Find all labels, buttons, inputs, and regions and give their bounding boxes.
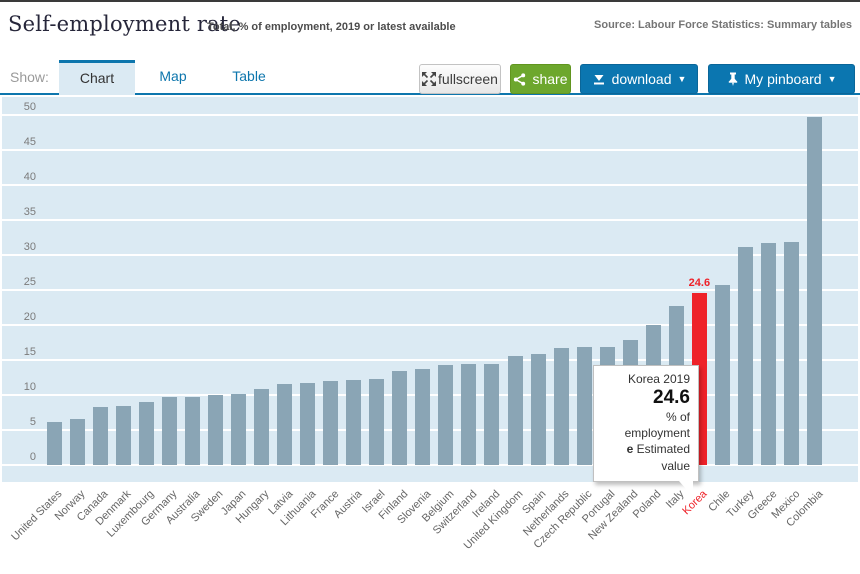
page-subtitle: Total, % of employment, 2019 or latest a… (207, 21, 456, 33)
bar-colombia[interactable] (807, 117, 823, 465)
y-axis-label-50: 50 (23, 101, 36, 114)
y-axis-label-10: 10 (23, 380, 36, 393)
bar-sweden[interactable] (207, 395, 223, 465)
y-axis-label-20: 20 (23, 310, 36, 323)
tooltip-flag-text: Estimated value (633, 442, 690, 473)
gridline-35 (2, 219, 858, 222)
tooltip-unit: % of employment (624, 410, 690, 440)
bar-spain[interactable] (530, 354, 546, 465)
source-text: Source: Labour Force Statistics: Summary… (594, 19, 852, 31)
share-button[interactable]: share (510, 64, 571, 94)
highlight-value-label: 24.6 (688, 276, 711, 289)
y-axis-label-35: 35 (23, 206, 36, 219)
gridline-30 (2, 254, 858, 256)
bar-denmark[interactable] (115, 405, 131, 465)
download-button[interactable]: download ▼ (580, 64, 698, 94)
show-label: Show: (10, 69, 49, 85)
bar-chart-plot-area: Korea 2019 24.6 % of employment e Estima… (2, 97, 858, 497)
bar-greece[interactable] (761, 243, 777, 465)
fullscreen-button[interactable]: fullscreen (419, 64, 501, 94)
bar-belgium[interactable] (438, 364, 454, 465)
bar-austria[interactable] (346, 380, 362, 465)
tab-chart[interactable]: Chart (59, 60, 135, 95)
tooltip: Korea 2019 24.6 % of employment e Estima… (593, 365, 699, 497)
gridline-45 (2, 149, 858, 152)
pin-icon (727, 72, 739, 86)
x-axis-labels: United States Norway Canada Denmark Luxembou… (2, 482, 858, 552)
page-title: Self-employment rate (8, 12, 242, 36)
gridline-40 (2, 184, 858, 187)
fullscreen-label: fullscreen (438, 71, 498, 87)
gridline-0 (2, 463, 858, 466)
bar-turkey[interactable] (738, 246, 753, 465)
y-axis-label-25: 25 (23, 275, 36, 288)
bar-luxembourg[interactable] (138, 402, 154, 465)
bar-united-kingdom[interactable] (507, 355, 523, 465)
toolbar-divider (0, 93, 860, 95)
download-label: download (611, 71, 672, 87)
y-axis-label-5: 5 (29, 415, 36, 428)
share-icon (513, 72, 526, 86)
y-axis-label-45: 45 (23, 136, 36, 149)
bar-france[interactable] (323, 380, 339, 465)
bar-israel[interactable] (369, 379, 385, 465)
toolbar: Show: Chart Map Table fullscreen share d… (0, 60, 860, 95)
bar-canada[interactable] (92, 407, 108, 465)
bar-norway[interactable] (69, 419, 85, 465)
bar-lithuania[interactable] (300, 382, 316, 465)
gridline-25 (2, 288, 858, 291)
bar-japan[interactable] (230, 394, 246, 465)
bar-czech-republic[interactable] (576, 346, 592, 465)
my-pinboard-button[interactable]: My pinboard ▼ (708, 64, 855, 94)
bar-australia[interactable] (184, 396, 200, 465)
gridline-50 (2, 114, 858, 117)
gridline-15 (2, 358, 858, 361)
share-label: share (532, 71, 568, 87)
oecd-chart-page: { "header": { "title": "Self-employment … (0, 0, 860, 552)
bar-united-states[interactable] (46, 422, 62, 465)
bar-latvia[interactable] (277, 384, 292, 465)
tooltip-flag-note: e Estimated value (600, 441, 690, 475)
y-axis-label-0: 0 (29, 450, 36, 463)
gridline-20 (2, 323, 858, 326)
tab-table[interactable]: Table (232, 68, 266, 84)
y-axis-label-40: 40 (23, 171, 36, 184)
tooltip-value: 24.6 (653, 387, 690, 408)
bar-switzerland[interactable] (461, 364, 477, 465)
bar-slovenia[interactable] (415, 368, 431, 465)
pinboard-caret-icon: ▼ (827, 73, 837, 84)
download-caret-icon: ▼ (677, 73, 687, 84)
download-icon (592, 73, 606, 86)
tooltip-flag: e (626, 442, 634, 456)
bar-germany[interactable] (161, 396, 177, 465)
y-axis-label-15: 15 (23, 345, 36, 358)
bar-hungary[interactable] (253, 388, 269, 465)
y-axis-label-30: 30 (23, 241, 36, 253)
bar-finland[interactable] (392, 371, 408, 465)
bar-netherlands[interactable] (553, 347, 569, 465)
bar-chile[interactable] (714, 285, 730, 465)
bar-mexico[interactable] (784, 242, 800, 465)
pinboard-label: My pinboard (744, 71, 822, 87)
tooltip-country-year: Korea 2019 (627, 372, 690, 386)
tab-map[interactable]: Map (159, 68, 187, 84)
fullscreen-icon (422, 72, 437, 86)
bar-ireland[interactable] (484, 364, 500, 465)
header: Self-employment rate Total, % of employm… (0, 4, 860, 60)
